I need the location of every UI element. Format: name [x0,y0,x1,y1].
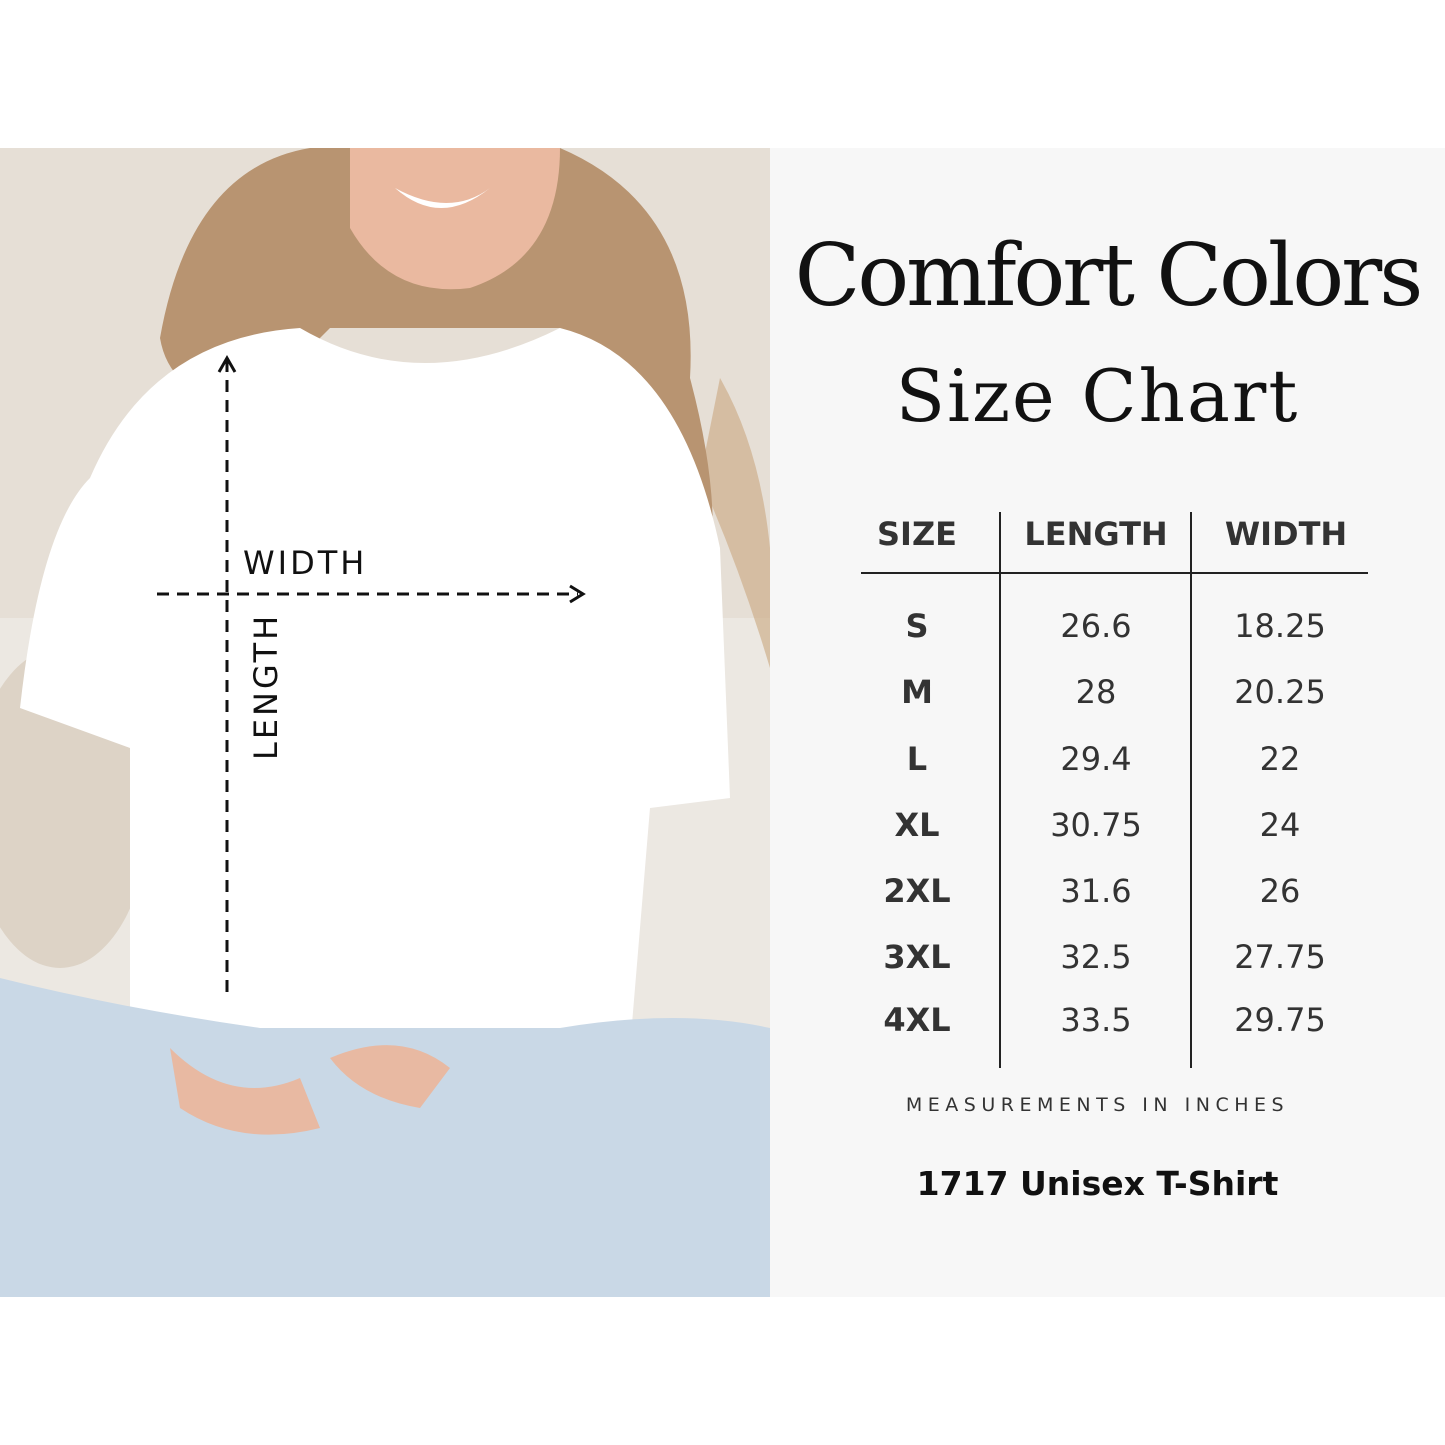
length-cell: 31.6 [1060,872,1132,910]
length-cell: 30.75 [1050,806,1142,844]
length-cell: 26.6 [1060,607,1132,645]
size-cell: 2XL [883,872,951,910]
width-cell: 24 [1259,806,1301,844]
arrow-up-icon [217,354,237,373]
size-cell: L [906,740,928,778]
width-cell: 29.75 [1234,1001,1326,1039]
arrow-right-icon [569,584,586,604]
size-cell: XL [894,806,940,844]
width-annotation: WIDTH [243,544,368,582]
width-cell: 22 [1259,740,1301,778]
jeans [0,978,770,1297]
size-cell: M [901,673,933,711]
chart-subtitle: Size Chart [895,354,1300,438]
width-cell: 27.75 [1234,938,1326,976]
product-name: 1717 Unisex T-Shirt [916,1164,1279,1203]
length-cell: 29.4 [1060,740,1132,778]
measurement-guides [157,354,586,1000]
column-divider [999,512,1001,1068]
width-cell: 26 [1259,872,1301,910]
size-cell: S [905,607,929,645]
column-divider [1190,512,1192,1068]
column-header-width: WIDTH [1224,515,1348,553]
face [350,148,560,290]
brand-title: Comfort Colors [794,226,1424,326]
model-illustration [0,148,770,1297]
units-note: MEASUREMENTS IN INCHES [905,1094,1290,1116]
length-cell: 33.5 [1060,1001,1132,1039]
length-annotation: LENGTH [247,612,285,760]
model-photo: WIDTH LENGTH [0,148,770,1297]
length-cell: 32.5 [1060,938,1132,976]
t-shirt [20,328,730,1088]
width-cell: 20.25 [1234,673,1326,711]
width-cell: 18.25 [1234,607,1326,645]
header-divider [861,572,1368,574]
column-header-length: LENGTH [1024,515,1168,553]
hand [170,1048,320,1135]
column-header-size: SIZE [876,515,957,553]
size-chart-panel: Comfort Colors Size Chart SIZE LENGTH WI… [770,148,1445,1297]
hair [160,148,713,618]
size-cell: 3XL [883,938,951,976]
length-cell: 28 [1075,673,1117,711]
size-cell: 4XL [883,1001,951,1039]
dried-leaf [700,378,770,668]
